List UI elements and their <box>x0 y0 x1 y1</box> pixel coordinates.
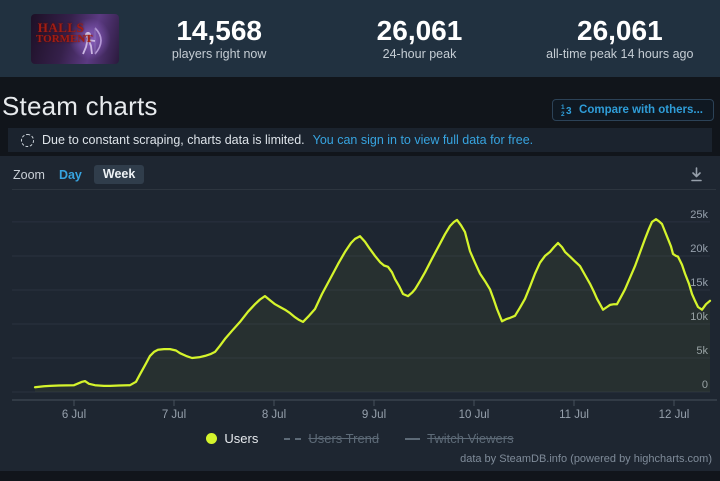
svg-text:2: 2 <box>561 111 565 116</box>
x-axis-label: 12 Jul <box>659 409 690 421</box>
dashed-circle-icon <box>21 133 34 147</box>
x-axis-label: 11 Jul <box>559 409 589 421</box>
x-axis-label: 8 Jul <box>262 409 286 421</box>
alltime-peak-label: all-time peak 14 hours ago <box>546 47 694 62</box>
page-title: Steam charts <box>2 91 158 121</box>
twitch-viewers-marker-icon <box>405 437 421 440</box>
players-chart[interactable]: 0 5k 10k 15k 20k 25k 6 Jul 7 Jul 8 Jul 9 Jul 10 Ju… <box>0 192 720 422</box>
capsule-glow <box>69 17 111 60</box>
charts-header: Steam charts 1 2 3 Compare with others..… <box>0 77 720 128</box>
players-now-value: 14,568 <box>176 14 262 46</box>
legend-item-users-trend[interactable]: Users Trend <box>284 431 379 446</box>
chart-credits[interactable]: data by SteamDB.info (powered by highcha… <box>460 453 712 465</box>
svg-text:3: 3 <box>566 106 572 116</box>
y-axis-label: 20k <box>690 243 708 255</box>
y-axis-label: 25k <box>690 209 708 221</box>
scraping-notice: Due to constant scraping, charts data is… <box>8 128 712 152</box>
download-chart-button[interactable] <box>688 166 705 183</box>
y-axis-label: 10k <box>690 311 708 323</box>
players-now-label: players right now <box>171 47 267 62</box>
legend-users-trend-label: Users Trend <box>308 431 380 446</box>
users-marker-icon <box>206 433 218 444</box>
peak-24h-label: 24-hour peak <box>382 47 457 62</box>
notice-text: Due to constant scraping, charts data is… <box>42 133 305 147</box>
sign-in-link[interactable]: You can sign in to view full data for fr… <box>312 133 534 147</box>
chart-toolbar: Zoom Day Week <box>0 156 720 187</box>
users-trend-marker-icon <box>284 437 302 440</box>
legend-item-users[interactable]: Users <box>206 431 258 446</box>
archer-figure-icon <box>82 26 102 55</box>
chart-legend: Users Users Trend Twitch Viewers <box>0 431 720 446</box>
x-axis-label: 6 Jul <box>62 409 86 421</box>
zoom-day-button[interactable]: Day <box>58 167 82 182</box>
legend-item-twitch-viewers[interactable]: Twitch Viewers <box>405 431 514 446</box>
game-capsule-image[interactable]: HALLS TORMENT <box>31 13 119 64</box>
legend-users-label: Users <box>224 431 259 446</box>
stat-24h-peak: 26,061 24-hour peak <box>319 14 519 62</box>
users-series-line <box>33 218 712 389</box>
stat-alltime-peak: 26,061 all-time peak 14 hours ago <box>520 14 720 62</box>
alltime-peak-value: 26,061 <box>577 14 663 46</box>
download-icon <box>691 167 702 182</box>
svg-text:1: 1 <box>561 104 565 111</box>
x-axis-label: 7 Jul <box>162 409 186 421</box>
compare-with-others-button[interactable]: 1 2 3 Compare with others... <box>552 99 714 121</box>
toolbar-divider <box>12 189 716 190</box>
zoom-week-button[interactable]: Week <box>93 165 145 184</box>
capsule-title: HALLS TORMENT <box>36 19 93 45</box>
x-axis-label: 9 Jul <box>362 409 386 421</box>
zoom-label: Zoom <box>13 167 45 182</box>
y-axis-label: 15k <box>690 277 708 289</box>
ranking-123-icon: 1 2 3 <box>561 104 572 116</box>
y-axis-label: 0 <box>702 379 708 391</box>
stats-row: 14,568 players right now 26,061 24-hour … <box>119 14 720 62</box>
compare-button-label: Compare with others... <box>579 103 703 116</box>
top-stats-bar: HALLS TORMENT 14,568 players right now 2… <box>0 0 720 77</box>
y-axis-label: 5k <box>696 345 708 357</box>
peak-24h-value: 26,061 <box>376 14 463 46</box>
chart-panel: Zoom Day Week 0 5k 10k 15k 20k 25k 6 Jul 7 Jul 8… <box>0 156 720 471</box>
x-axis-label: 10 Jul <box>459 409 490 421</box>
stat-players-now: 14,568 players right now <box>119 14 319 62</box>
legend-twitch-viewers-label: Twitch Viewers <box>427 431 514 446</box>
